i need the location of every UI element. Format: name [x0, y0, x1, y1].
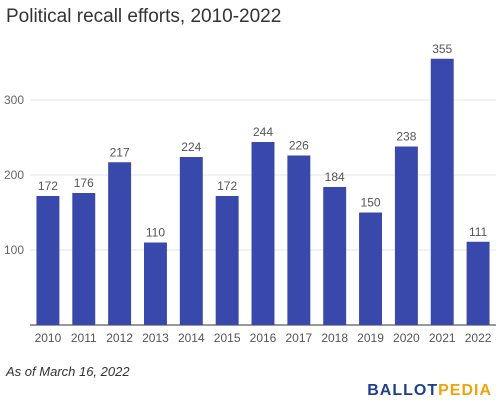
x-tick-label-2013: 2013	[142, 331, 169, 345]
bar-2016	[251, 142, 275, 325]
bar-2020	[394, 146, 418, 325]
bar-chart: 100 200 300 172 2010 176 2011 217 2012 110 2013 224…	[4, 42, 496, 345]
x-tick-label-2022: 2022	[465, 331, 492, 345]
data-label-2012: 217	[110, 145, 130, 159]
footnote: As of March 16, 2022	[6, 364, 130, 379]
data-label-2018: 184	[325, 170, 345, 184]
logo-part-ballot: BALLOT	[367, 382, 439, 399]
data-label-2019: 150	[361, 196, 381, 210]
x-tick-label-2017: 2017	[285, 331, 312, 345]
bar-2012	[108, 162, 132, 325]
x-tick-label-2012: 2012	[106, 331, 133, 345]
y-tick-label-100: 100	[4, 243, 24, 257]
bar-2019	[359, 212, 383, 325]
data-label-2014: 224	[181, 140, 201, 154]
bar-2011	[72, 193, 96, 325]
bar-2013	[143, 242, 167, 325]
x-tick-label-2016: 2016	[250, 331, 277, 345]
chart-title: Political recall efforts, 2010-2022	[6, 6, 282, 27]
bar-2018	[323, 187, 347, 325]
data-label-2011: 176	[74, 176, 94, 190]
y-tick-label-300: 300	[4, 93, 24, 107]
data-label-2016: 244	[253, 125, 273, 139]
ballotpedia-logo: BALLOTPEDIA	[367, 382, 492, 400]
data-label-2010: 172	[38, 179, 58, 193]
bar-2017	[287, 155, 311, 325]
y-tick-label-200: 200	[4, 168, 24, 182]
data-label-2013: 110	[146, 226, 165, 240]
logo-part-pedia: PEDIA	[438, 382, 492, 399]
x-tick-label-2010: 2010	[35, 331, 62, 345]
x-tick-label-2019: 2019	[357, 331, 384, 345]
x-tick-label-2015: 2015	[214, 331, 241, 345]
bar-2015	[215, 196, 239, 325]
x-tick-label-2014: 2014	[178, 331, 205, 345]
data-label-2022: 111	[469, 225, 488, 239]
data-label-2020: 238	[396, 130, 416, 144]
data-label-2021: 355	[432, 42, 452, 56]
bar-2022	[466, 241, 490, 325]
bar-2010	[36, 196, 60, 325]
bar-2021	[430, 58, 454, 325]
data-label-2017: 226	[289, 139, 309, 153]
x-tick-label-2020: 2020	[393, 331, 420, 345]
bar-2014	[179, 157, 203, 325]
x-tick-label-2011: 2011	[71, 331, 97, 345]
x-tick-label-2018: 2018	[321, 331, 348, 345]
x-tick-label-2021: 2021	[429, 331, 456, 345]
data-label-2015: 172	[217, 179, 237, 193]
